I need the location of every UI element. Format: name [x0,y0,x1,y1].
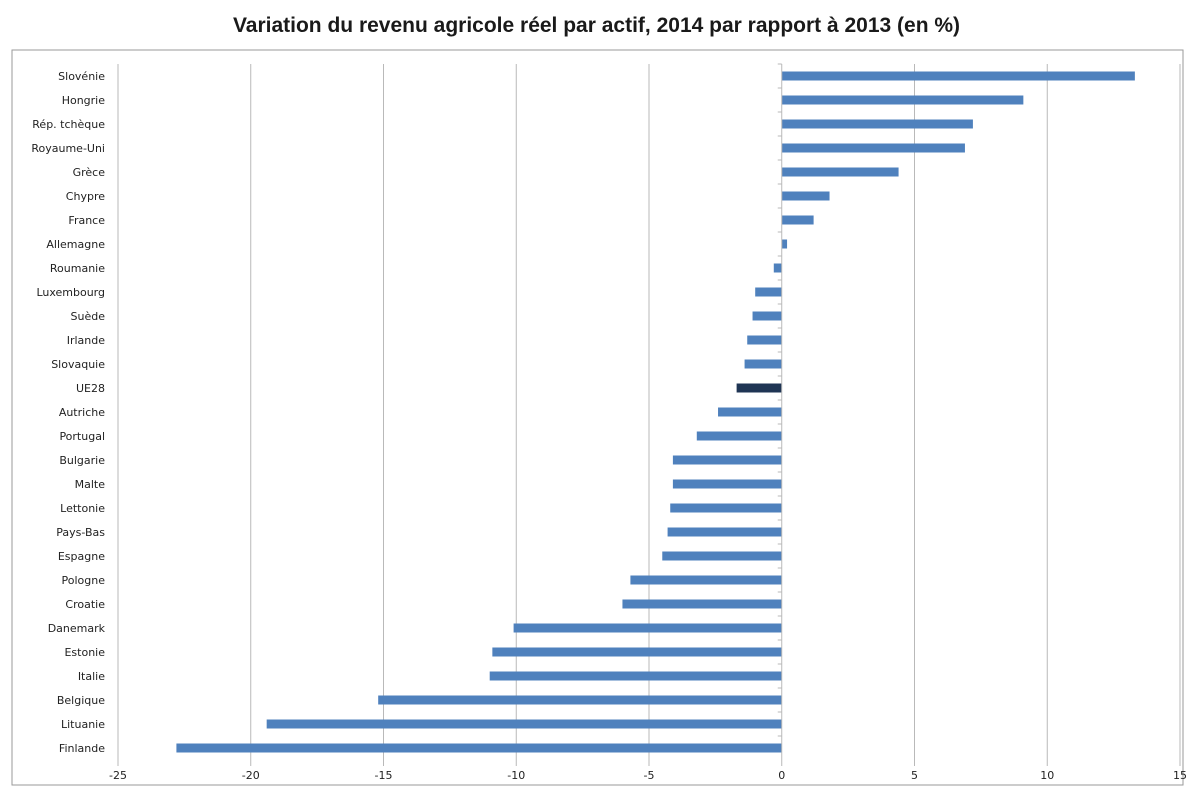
bars [176,71,1135,753]
bar-chypre [781,191,830,201]
category-label: Hongrie [62,94,106,107]
bar-france [781,215,814,225]
x-tick-label: 0 [778,769,785,782]
bar-danemark [513,623,782,633]
x-tick-label: -10 [507,769,525,782]
bar-belgique [378,695,782,705]
category-label: Espagne [58,550,105,563]
bar-hongrie [781,95,1024,105]
category-label: Lituanie [61,718,105,731]
bar-autriche [718,407,782,417]
bar-lituanie [266,719,782,729]
bar-royaume-uni [781,143,965,153]
x-tick-label: 5 [911,769,918,782]
category-label: Slovénie [58,70,105,83]
bar-italie [489,671,782,681]
category-label: Pologne [62,574,106,587]
category-label: Danemark [48,622,106,635]
category-label: Belgique [57,694,105,707]
category-label: Rép. tchèque [32,118,105,131]
category-label: Italie [78,670,105,683]
category-label: Royaume-Uni [31,142,105,155]
bar-roumanie [773,263,782,273]
bar-gr-ce [781,167,899,177]
bar-estonie [492,647,782,657]
category-label: Croatie [65,598,105,611]
bar-espagne [662,551,782,561]
bar-pays-bas [667,527,782,537]
bar-bulgarie [672,455,782,465]
bar-r-p-tch-que [781,119,973,129]
bar-portugal [696,431,782,441]
category-label: France [68,214,105,227]
category-label: Roumanie [50,262,105,275]
category-label: Autriche [59,406,105,419]
category-label: Pays-Bas [56,526,105,539]
category-label: Chypre [66,190,105,203]
category-label: Allemagne [46,238,105,251]
bar-pologne [630,575,782,585]
x-tick-label: -20 [242,769,260,782]
category-label: Estonie [64,646,105,659]
x-tick-label: -15 [375,769,393,782]
x-axis-ticks: -25 -20 -15 -10 -5 0 5 10 15 [109,769,1187,782]
category-label: Finlande [59,742,105,755]
x-tick-label: -5 [644,769,655,782]
category-label: Malte [75,478,106,491]
bar-allemagne [781,239,788,249]
category-label: Irlande [67,334,106,347]
category-label: Luxembourg [36,286,105,299]
bar-lettonie [670,503,782,513]
x-tick-label: 10 [1040,769,1054,782]
x-tick-label: -25 [109,769,127,782]
bar-irlande [747,335,782,345]
bar-ue28 [736,383,782,393]
category-label: Slovaquie [51,358,105,371]
x-tick-label: 15 [1173,769,1187,782]
bar-croatie [622,599,782,609]
plot-frame [11,49,1184,786]
bar-luxembourg [755,287,782,297]
bar-finlande [176,743,782,753]
bar-malte [672,479,782,489]
category-label: Portugal [59,430,105,443]
category-label: UE28 [76,382,105,395]
category-label: Grèce [73,166,106,179]
chart-title: Variation du revenu agricole réel par ac… [232,14,961,37]
category-labels: Slovénie Hongrie Rép. tchèque Royaume-Uni Gr… [31,70,105,755]
category-label: Bulgarie [59,454,105,467]
category-label: Suède [71,310,106,323]
category-label: Lettonie [60,502,105,515]
y-axis [777,63,783,766]
bar-su-de [752,311,782,321]
bar-slovaquie [744,359,782,369]
bar-slov-nie [781,71,1135,81]
